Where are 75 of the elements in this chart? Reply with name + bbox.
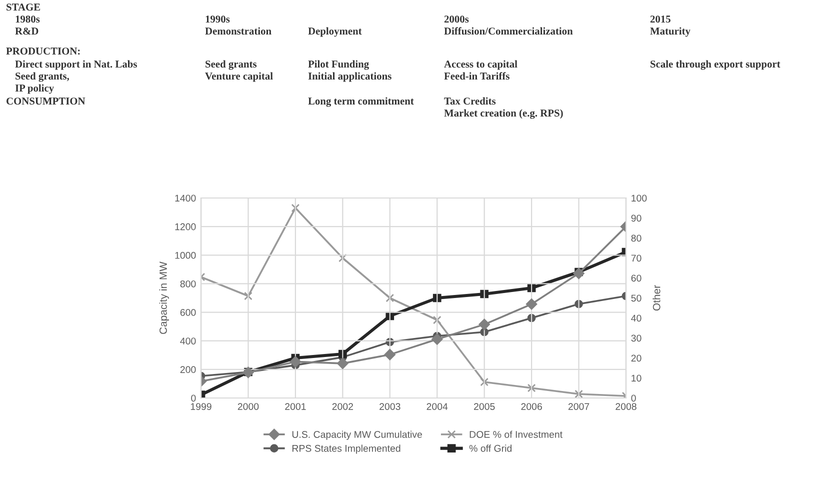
point — [386, 294, 394, 302]
point — [337, 358, 348, 370]
x-tick-label: 1999 — [190, 403, 212, 410]
x-tick-label: 2001 — [285, 403, 306, 410]
y-tick-label: 1400 — [175, 194, 196, 202]
text: PRODUCTION: — [6, 48, 80, 55]
text: Access to capital — [444, 60, 518, 70]
x-tick-label: 2007 — [568, 403, 590, 410]
point — [573, 268, 584, 280]
text: Seed grants — [206, 60, 257, 70]
legend-label: % off Grid — [469, 444, 512, 452]
y2-tick-label: 50 — [631, 294, 642, 302]
text: Market creation (e.g. RPS) — [444, 109, 563, 119]
y2-tick-label: 80 — [631, 234, 642, 242]
text: Diffusion/Commercialization — [444, 27, 573, 35]
y-tick-label: 1200 — [175, 223, 196, 230]
y-tick-label: 400 — [180, 338, 196, 344]
y-tick-label: 800 — [180, 280, 196, 288]
text: CONSUMPTION — [6, 98, 86, 105]
text: Pilot Funding — [308, 60, 369, 70]
text: 2000s — [444, 16, 469, 23]
text: STAGE — [6, 4, 40, 11]
point — [384, 348, 396, 360]
x-tick-label: 2006 — [521, 403, 542, 410]
legend-label: RPS States Implemented — [292, 444, 400, 454]
x-tick-label: 2008 — [616, 403, 636, 410]
point — [291, 204, 300, 212]
text: Direct support in Nat. Labs — [15, 60, 137, 70]
point — [527, 384, 536, 392]
y2-tick-label: 0 — [631, 394, 636, 402]
text: Maturity — [650, 27, 690, 37]
text: IP policy — [15, 84, 54, 94]
x-tick-label: 2003 — [380, 403, 400, 410]
text: Initial applications — [308, 72, 392, 82]
y-tick-label: 200 — [180, 366, 196, 374]
point — [290, 356, 302, 368]
y-tick-label: 0 — [191, 394, 196, 402]
text: 2015 — [650, 16, 670, 23]
text: R&D — [15, 28, 38, 35]
point — [432, 316, 442, 324]
point — [478, 318, 490, 330]
x-tick-label: 2000 — [238, 403, 259, 410]
point — [432, 334, 443, 345]
y2-tick-label: 30 — [631, 334, 642, 342]
point — [526, 298, 538, 310]
x-tick-label: 2004 — [426, 403, 448, 410]
text: 1980s — [16, 16, 40, 23]
text: 1990s — [206, 16, 230, 23]
point — [244, 292, 252, 300]
point — [480, 378, 488, 386]
y2-tick-label: 100 — [632, 194, 647, 202]
text: Scale through export support — [650, 60, 780, 70]
point — [574, 390, 583, 398]
y2-tick-label: 40 — [631, 314, 642, 322]
text: Venture capital — [205, 72, 273, 82]
y-tick-label: 1000 — [175, 252, 196, 259]
y2-tick-label: 60 — [631, 274, 642, 282]
y2-axis-title: Other — [652, 285, 660, 311]
legend-label: U.S. Capacity MW Cumulative — [292, 430, 422, 440]
y2-tick-label: 10 — [632, 374, 642, 382]
legend-label: DOE % of Investment — [470, 430, 562, 438]
text: Deployment — [308, 27, 362, 37]
y-axis-title: Capacity in MW — [159, 262, 169, 334]
y2-tick-label: 90 — [631, 214, 642, 222]
point — [338, 254, 347, 262]
text: Long term commitment — [308, 97, 414, 107]
y2-tick-label: 70 — [631, 254, 642, 262]
y-tick-label: 600 — [180, 309, 196, 316]
text: Feed-in Tariffs — [444, 72, 510, 80]
x-tick-label: 2002 — [332, 403, 353, 410]
text: Tax Credits — [444, 97, 496, 105]
text: Demonstration — [205, 27, 272, 35]
text: Seed grants, — [16, 72, 69, 82]
x-tick-label: 2005 — [474, 403, 495, 410]
y2-tick-label: 20 — [631, 354, 642, 362]
